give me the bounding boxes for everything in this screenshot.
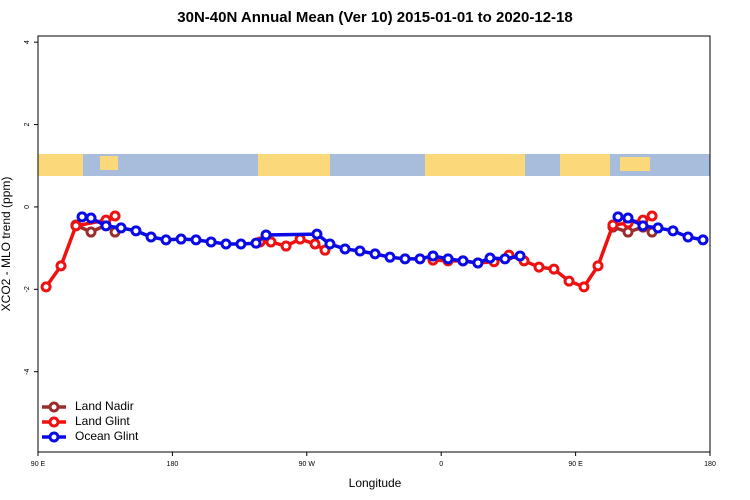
legend-label: Land Nadir [75, 399, 134, 413]
data-point [514, 250, 526, 262]
data-point [682, 231, 694, 243]
data-point [427, 250, 439, 262]
y-tick-label: 0 [24, 205, 31, 209]
series-line [432, 214, 653, 289]
x-axis-label: Longitude [349, 476, 402, 490]
data-point [622, 212, 634, 224]
data-point [311, 228, 323, 240]
data-point [354, 245, 366, 257]
y-axis-label: XCO2 - MLO trend (ppm) [0, 177, 13, 312]
data-point [250, 237, 262, 249]
data-point [260, 229, 272, 241]
data-point [484, 252, 496, 264]
map-band [38, 154, 710, 176]
data-point [220, 238, 232, 250]
x-tick-label: 0 [439, 461, 443, 468]
data-point [472, 257, 484, 269]
data-point [399, 253, 411, 265]
x-tick-label: 180 [704, 461, 716, 468]
data-point [697, 234, 709, 246]
data-point [130, 225, 142, 237]
x-tick-label: 90 E [31, 461, 46, 468]
data-point [457, 255, 469, 267]
x-tick-label: 90 W [299, 461, 316, 468]
data-point [652, 222, 664, 234]
legend-label: Ocean Glint [75, 429, 139, 443]
data-point [190, 234, 202, 246]
data-point [414, 253, 426, 265]
data-point [622, 226, 634, 238]
y-tick-label: 4 [24, 40, 31, 44]
data-point [109, 210, 121, 222]
data-point [280, 240, 292, 252]
data-point [533, 261, 545, 273]
data-point [265, 236, 277, 248]
data-point [563, 275, 575, 287]
legend-marker [48, 431, 60, 443]
data-point [578, 281, 590, 293]
data-point [499, 253, 511, 265]
data-point [637, 220, 649, 232]
legend-label: Land Glint [75, 414, 130, 428]
legend-marker [48, 401, 60, 413]
data-point [235, 238, 247, 250]
y-tick-label: 2 [24, 123, 31, 127]
plot-frame [37, 35, 711, 453]
legend-marker [48, 416, 60, 428]
data-point [646, 210, 658, 222]
x-tick-label: 180 [167, 461, 179, 468]
data-point [70, 220, 82, 232]
data-point [309, 238, 321, 250]
y-tick-label: -4 [24, 368, 31, 374]
data-point [85, 212, 97, 224]
data-point [205, 236, 217, 248]
y-tick-label: -2 [24, 286, 31, 292]
data-point [85, 226, 97, 238]
data-point [76, 211, 88, 223]
data-point [145, 231, 157, 243]
data-point [160, 234, 172, 246]
data-point [607, 219, 619, 231]
data-point [612, 211, 624, 223]
data-point [324, 238, 336, 250]
data-point [667, 225, 679, 237]
data-point [40, 281, 52, 293]
data-point [115, 222, 127, 234]
x-tick-label: 90 E [568, 461, 583, 468]
chart-title: 30N-40N Annual Mean (Ver 10) 2015-01-01 … [177, 9, 572, 26]
data-point [55, 260, 67, 272]
data-point [100, 220, 112, 232]
data-point [384, 251, 396, 263]
data-point [294, 233, 306, 245]
data-point [592, 260, 604, 272]
data-point [175, 233, 187, 245]
data-point [442, 253, 454, 265]
data-point [369, 248, 381, 260]
data-point [548, 263, 560, 275]
data-point [339, 243, 351, 255]
